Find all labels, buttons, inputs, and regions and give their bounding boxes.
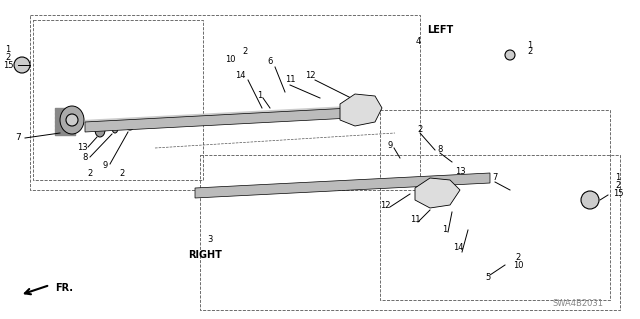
Text: 2: 2 bbox=[616, 182, 621, 190]
Bar bbox=[380, 110, 610, 300]
Text: 1: 1 bbox=[257, 91, 262, 100]
Text: 1: 1 bbox=[5, 46, 11, 55]
Text: 2: 2 bbox=[417, 125, 422, 135]
Ellipse shape bbox=[126, 122, 134, 130]
Text: SWA4B2031: SWA4B2031 bbox=[552, 300, 604, 308]
Text: 9: 9 bbox=[387, 140, 392, 150]
Ellipse shape bbox=[66, 114, 78, 126]
Text: RIGHT: RIGHT bbox=[188, 250, 222, 260]
Text: 4: 4 bbox=[415, 38, 420, 47]
Text: 2: 2 bbox=[88, 168, 93, 177]
Bar bbox=[200, 155, 620, 310]
Text: 10: 10 bbox=[225, 55, 236, 63]
Ellipse shape bbox=[505, 50, 515, 60]
Text: 2: 2 bbox=[243, 48, 248, 56]
Ellipse shape bbox=[581, 191, 599, 209]
Bar bbox=[30, 15, 420, 190]
Text: 14: 14 bbox=[235, 70, 245, 79]
Text: 15: 15 bbox=[612, 189, 623, 198]
Text: 2: 2 bbox=[515, 254, 520, 263]
Bar bbox=[33, 20, 203, 180]
Text: 12: 12 bbox=[380, 201, 390, 210]
Text: 6: 6 bbox=[268, 57, 273, 66]
Ellipse shape bbox=[95, 123, 105, 137]
Text: 2: 2 bbox=[120, 168, 125, 177]
Text: 2: 2 bbox=[5, 54, 11, 63]
Text: 11: 11 bbox=[285, 76, 295, 85]
Text: 8: 8 bbox=[437, 145, 443, 154]
Text: 11: 11 bbox=[410, 216, 420, 225]
Text: 2: 2 bbox=[527, 48, 532, 56]
Ellipse shape bbox=[14, 57, 30, 73]
Polygon shape bbox=[415, 178, 460, 208]
Polygon shape bbox=[195, 173, 490, 198]
Text: 10: 10 bbox=[513, 261, 524, 270]
Text: 1: 1 bbox=[442, 226, 447, 234]
Text: 12: 12 bbox=[305, 70, 316, 79]
Text: 3: 3 bbox=[207, 235, 212, 244]
Text: 14: 14 bbox=[452, 243, 463, 253]
Text: 7: 7 bbox=[492, 174, 498, 182]
Text: 5: 5 bbox=[485, 273, 491, 283]
Text: 13: 13 bbox=[77, 144, 87, 152]
Text: 7: 7 bbox=[15, 133, 21, 143]
Text: 13: 13 bbox=[454, 167, 465, 176]
Text: 8: 8 bbox=[83, 153, 88, 162]
Text: 1: 1 bbox=[527, 41, 532, 49]
Polygon shape bbox=[85, 107, 370, 132]
Polygon shape bbox=[340, 94, 382, 126]
Text: 9: 9 bbox=[102, 160, 108, 169]
Text: 15: 15 bbox=[3, 62, 13, 70]
Ellipse shape bbox=[112, 123, 118, 133]
Text: FR.: FR. bbox=[55, 283, 73, 293]
Text: LEFT: LEFT bbox=[427, 25, 453, 35]
Ellipse shape bbox=[60, 106, 84, 134]
Text: 1: 1 bbox=[616, 174, 621, 182]
